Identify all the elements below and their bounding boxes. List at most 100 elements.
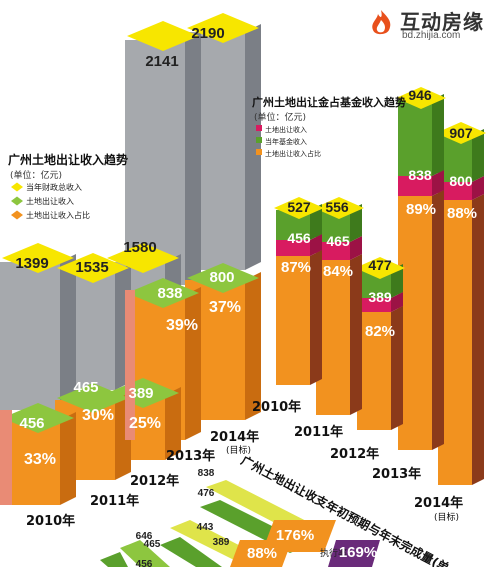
total-revenue-label-2013年: 2141 xyxy=(145,53,178,70)
fund-revenue-cap-2014年 xyxy=(436,122,486,144)
chart1-legend-0: 当年财政总收入 xyxy=(26,182,82,192)
total-revenue-label-2010年: 1399 xyxy=(15,255,48,272)
fund-land-bar-2014年 xyxy=(438,176,484,200)
total-revenue-cap-2013年 xyxy=(127,21,199,51)
fund-revenue-label-2010年: 527 xyxy=(287,199,311,215)
completion-label-0: 838 xyxy=(198,468,215,479)
chart1-legend-2: 土地出让收入占比 xyxy=(26,210,90,220)
chart1-legend-swatch-1 xyxy=(11,196,23,206)
total-revenue-label-2011年: 1535 xyxy=(75,259,108,276)
completion-label-4: 169% xyxy=(339,544,377,561)
chart1-legend-swatch-2 xyxy=(11,210,23,220)
land-revenue-cap-2014年 xyxy=(187,263,259,293)
fund-land-bar-2012年 xyxy=(357,292,403,312)
fund-revenue-bar-2014年 xyxy=(438,129,484,182)
chart1-title: 广州土地出让收入趋势 xyxy=(8,152,128,167)
land-share-label-2011年: 30% xyxy=(82,407,114,424)
budget-bar-2011 xyxy=(120,540,170,567)
fund-year-label-2014年: 2014年 xyxy=(414,495,463,511)
fund-share-bar-2013年 xyxy=(398,190,444,450)
fund-revenue-cap-2011年 xyxy=(314,197,364,219)
chart2-unit: (单位：亿元) xyxy=(254,111,306,123)
fund-land-label-2014年: 800 xyxy=(449,173,473,189)
land-revenue-cap-2011年 xyxy=(57,383,129,413)
land-revenue-label-2011年: 465 xyxy=(73,379,98,396)
fund-share-label-2010年: 87% xyxy=(281,259,311,276)
completion-label-10: 456 xyxy=(136,559,153,567)
completion-label-8: 646 xyxy=(136,531,153,542)
fund-share-label-2013年: 89% xyxy=(406,201,436,218)
year-label-2014年: 2014年 xyxy=(210,429,259,445)
execution-rate-panel-2012 xyxy=(230,540,292,567)
land-share-label-2014年: 37% xyxy=(209,299,241,316)
fund-year-label-2011年: 2011年 xyxy=(294,424,343,440)
fund-land-label-2011年: 465 xyxy=(326,233,350,249)
flame-logo-icon xyxy=(372,10,391,35)
land-revenue-label-2010年: 456 xyxy=(19,415,44,432)
total-revenue-cap-2010年 xyxy=(2,243,74,273)
fund-share-bar-2012年 xyxy=(357,306,403,430)
fund-share-bar-2014年 xyxy=(438,194,484,485)
completion-label-9: 465 xyxy=(144,539,161,550)
fund-revenue-cap-2012年 xyxy=(355,257,405,279)
land-revenue-cap-2010年 xyxy=(2,403,74,433)
brand-logo[interactable]: 互动房缘 bd.zhijia.com xyxy=(366,6,488,46)
completion-bar-2012 xyxy=(160,537,222,567)
completion-label-7: 88% xyxy=(247,545,277,562)
chart2-legend-swatch-2 xyxy=(256,149,262,155)
completion-label-5: 443 xyxy=(197,522,214,533)
fund-revenue-label-2011年: 556 xyxy=(325,199,349,215)
fund-share-bar-2010年 xyxy=(276,250,322,385)
fund-land-bar-2013年 xyxy=(398,170,444,196)
fund-land-bar-2010年 xyxy=(276,234,322,256)
fund-year-label-2012年: 2012年 xyxy=(330,446,379,462)
total-revenue-cap-2011年 xyxy=(57,253,129,283)
fund-year-label-2013年: 2013年 xyxy=(372,466,421,482)
chart2-title: 广州土地出让金占基金收入趋势 xyxy=(252,95,406,109)
year-label-2011年: 2011年 xyxy=(90,493,139,509)
total-revenue-label-2012年: 1580 xyxy=(123,239,156,256)
fund-land-bar-2011年 xyxy=(316,236,362,260)
land-revenue-label-2013年: 838 xyxy=(157,285,182,302)
land-share-bar-2010年 xyxy=(0,412,76,505)
chart2-legend-0: 土地出让收入 xyxy=(265,125,307,134)
execution-rate-panel-2012-a xyxy=(328,540,380,567)
total-revenue-bar-2010年 xyxy=(0,254,76,410)
fund-revenue-label-2012年: 477 xyxy=(368,257,392,273)
fund-revenue-label-2014年: 907 xyxy=(449,125,473,141)
year-label-2012年: 2012年 xyxy=(130,473,179,489)
fund-year-label-2010年: 2010年 xyxy=(252,399,301,415)
chart1-unit: (单位：亿元) xyxy=(10,169,62,181)
completion-label-2: 176% xyxy=(276,527,314,544)
year-label-2010年: 2010年 xyxy=(26,513,75,529)
year-label-2013年: 2013年 xyxy=(166,448,215,464)
year-note-2014: (目标) xyxy=(226,444,251,456)
completion-label-1: 476 xyxy=(198,488,215,499)
fund-land-label-2013年: 838 xyxy=(408,167,432,183)
chart2-legend-1: 当年基金收入 xyxy=(265,137,307,146)
total-revenue-bar-2013年 xyxy=(125,32,201,285)
land-revenue-label-2012年: 389 xyxy=(128,385,153,402)
total-revenue-label-2014年: 2190 xyxy=(191,25,224,42)
fund-land-label-2012年: 389 xyxy=(368,289,392,305)
chart2-legend-swatch-1 xyxy=(256,137,262,143)
brand-url: bd.zhijia.com xyxy=(402,30,461,41)
chart1-legend-swatch-0 xyxy=(11,182,23,192)
fund-share-label-2012年: 82% xyxy=(365,323,395,340)
fund-revenue-cap-2013年 xyxy=(396,87,446,109)
fund-share-label-2014年: 88% xyxy=(447,205,477,222)
execution-rate-caption: 执行率 xyxy=(320,547,347,559)
chart2-legend-2: 土地出让收入占比 xyxy=(265,149,321,158)
share-shadow-2010 xyxy=(0,410,12,505)
fund-revenue-bar-2013年 xyxy=(398,94,444,176)
chart1-legend-1: 土地出让收入 xyxy=(26,196,74,206)
chart2-legend-swatch-0 xyxy=(256,125,262,131)
brand-name: 互动房缘 xyxy=(400,10,484,34)
completion-label-6: 389 xyxy=(213,537,230,548)
fund-revenue-label-2013年: 946 xyxy=(408,87,432,103)
fund-share-bar-2011年 xyxy=(316,254,362,415)
fund-revenue-bar-2011年 xyxy=(316,204,362,242)
land-share-label-2010年: 33% xyxy=(24,451,56,468)
